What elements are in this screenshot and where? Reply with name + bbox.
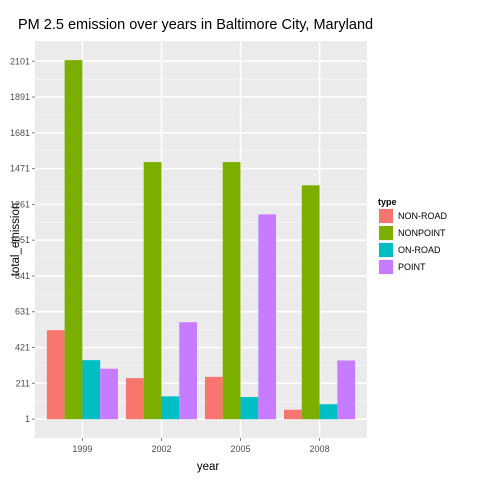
bar-non-road-1999 <box>46 330 65 420</box>
bar-non-road-2005 <box>204 376 223 420</box>
legend-swatch-on-road <box>379 243 393 257</box>
legend-label: NON-ROAD <box>398 211 447 221</box>
bar-point-2008 <box>337 360 356 420</box>
legend-label: NONPOINT <box>398 228 446 238</box>
legend: type NON-ROAD NONPOINT ON-ROAD POINT <box>377 197 447 276</box>
bar-on-road-2002 <box>161 396 180 420</box>
x-tick-label: 2008 <box>310 444 330 454</box>
bar-point-2002 <box>179 322 198 420</box>
chart-title: PM 2.5 emission over years in Baltimore … <box>18 17 373 33</box>
y-tick-label: 631 <box>15 307 30 317</box>
legend-swatch-point <box>379 260 393 274</box>
bar-on-road-1999 <box>82 360 101 420</box>
legend-label: POINT <box>398 262 426 272</box>
x-tick-label: 1999 <box>72 444 92 454</box>
bar-on-road-2005 <box>240 397 259 420</box>
y-tick-label: 1891 <box>10 92 30 102</box>
bar-non-road-2002 <box>125 378 144 420</box>
x-tick-label: 2005 <box>231 444 251 454</box>
bar-on-road-2008 <box>319 404 338 420</box>
y-tick-label: 2101 <box>10 56 30 66</box>
legend-title: type <box>378 197 397 207</box>
bar-nonpoint-2008 <box>301 185 320 420</box>
bar-point-2005 <box>258 214 277 420</box>
y-tick-label: 1261 <box>10 199 30 209</box>
x-axis: 1999 2002 2005 2008 <box>72 438 330 454</box>
legend-swatch-nonpoint <box>379 226 393 240</box>
x-axis-title: year <box>197 461 220 473</box>
bar-nonpoint-1999 <box>64 60 83 420</box>
y-tick-label: 421 <box>15 343 30 353</box>
bar-point-1999 <box>100 368 118 420</box>
bar-nonpoint-2005 <box>222 162 241 420</box>
bars <box>46 60 356 420</box>
y-tick-label: 841 <box>15 271 30 281</box>
y-tick-label: 1 <box>25 414 30 424</box>
y-tick-label: 1681 <box>10 128 30 138</box>
y-tick-label: 1051 <box>10 235 30 245</box>
bar-non-road-2008 <box>284 409 302 420</box>
x-tick-label: 2002 <box>151 444 171 454</box>
y-axis: 1 211 421 631 841 1051 1261 1471 1681 1891 2101 <box>10 56 35 424</box>
bar-nonpoint-2002 <box>143 162 162 420</box>
legend-swatch-non-road <box>379 209 393 223</box>
legend-label: ON-ROAD <box>398 245 441 255</box>
y-axis-title: total_emission <box>10 203 22 277</box>
y-tick-label: 211 <box>16 378 30 388</box>
y-tick-label: 1471 <box>10 164 30 174</box>
